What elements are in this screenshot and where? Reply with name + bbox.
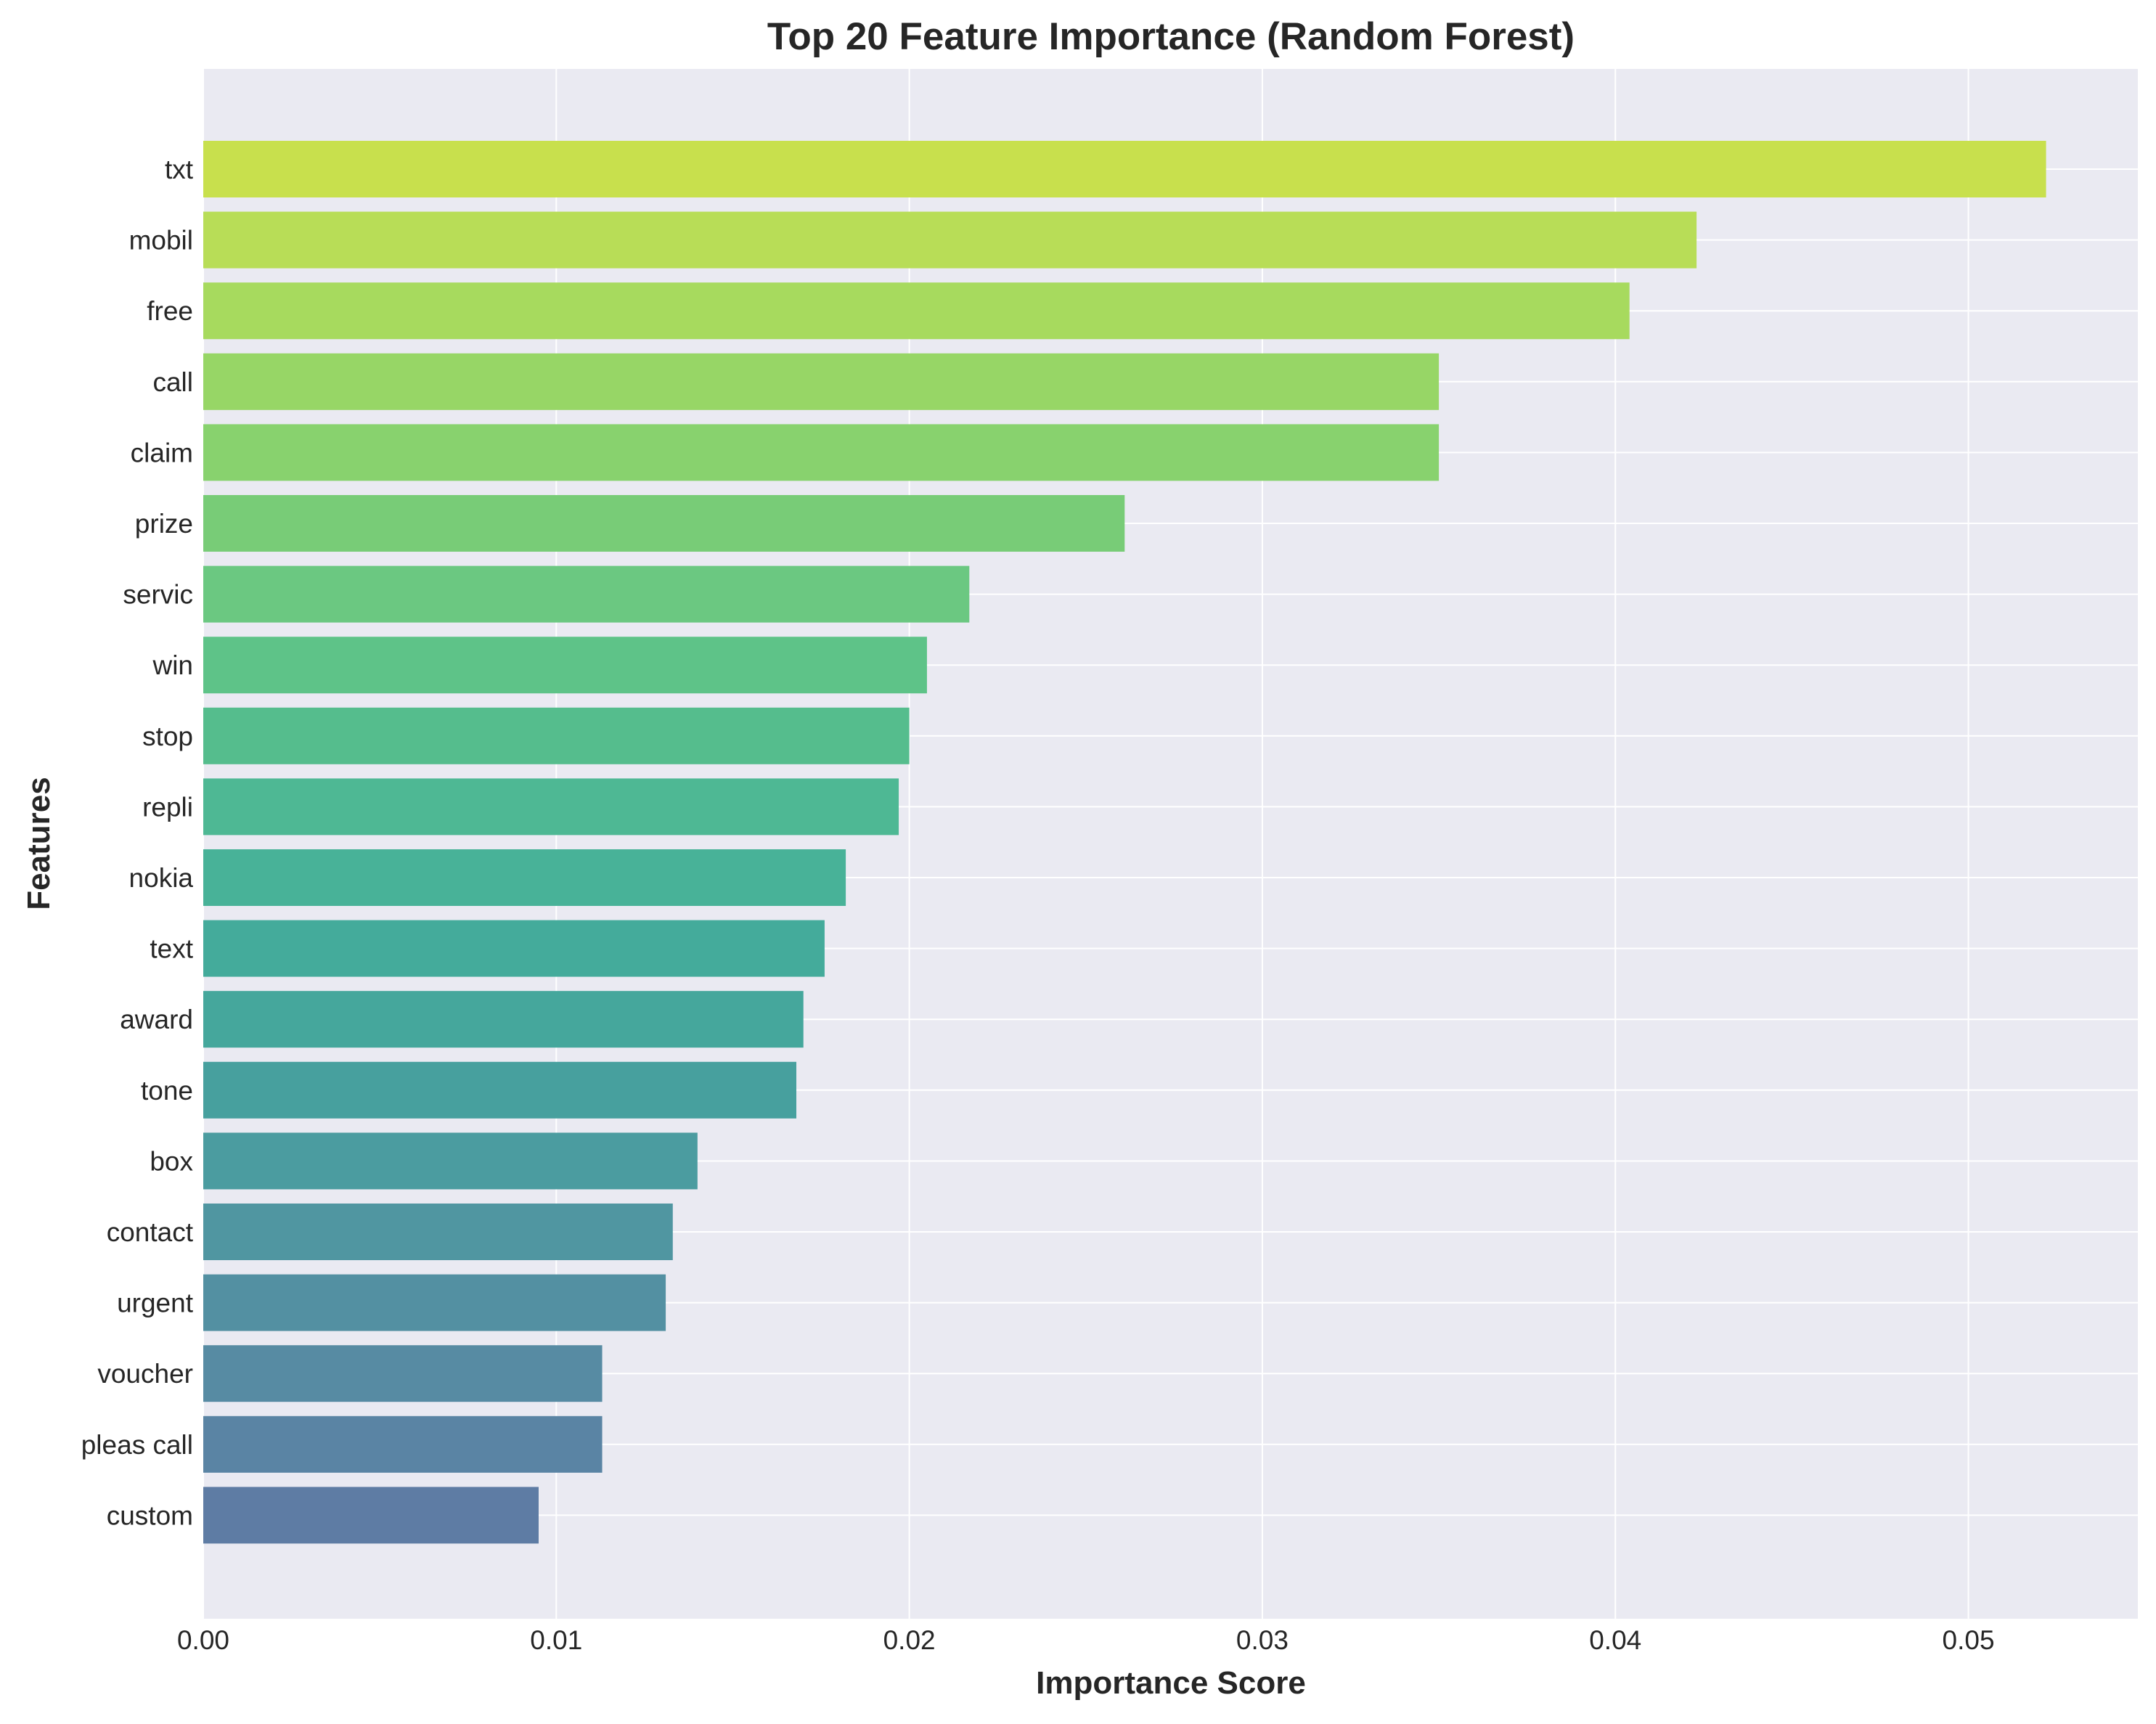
bar-mobil (203, 211, 1697, 269)
bar-repli (203, 778, 899, 836)
y-tick-label: free (147, 296, 193, 326)
y-tick-label: win (152, 650, 193, 680)
bar-call (203, 353, 1440, 410)
bar-nokia (203, 849, 846, 906)
y-tick-label: contact (107, 1217, 194, 1247)
y-tick-label: pleas call (81, 1430, 193, 1460)
bar-text (203, 920, 825, 977)
y-tick-label: award (120, 1005, 193, 1034)
bar-voucher (203, 1345, 603, 1402)
x-tick-label: 0.01 (530, 1625, 582, 1655)
y-tick-label: tone (141, 1076, 193, 1106)
y-tick-label: claim (131, 438, 193, 467)
bar-tone (203, 1061, 797, 1119)
bar-contact (203, 1204, 673, 1260)
bar-custom (203, 1487, 539, 1544)
y-tick-label: mobil (129, 226, 193, 256)
y-tick-label: repli (142, 792, 193, 822)
x-tick-label: 0.00 (177, 1625, 229, 1655)
bar-txt (203, 141, 2046, 197)
bar-award (203, 991, 804, 1048)
bar-urgent (203, 1274, 666, 1331)
x-tick-label: 0.05 (1943, 1625, 1995, 1655)
bar-prize (203, 495, 1125, 552)
x-tick-labels: 0.00 0.01 0.02 0.03 0.04 0.05 (177, 1625, 1995, 1655)
x-tick-label: 0.02 (883, 1625, 936, 1655)
y-tick-label: nokia (129, 863, 194, 893)
y-tick-label: prize (135, 509, 193, 539)
y-tick-label: custom (107, 1500, 193, 1530)
y-axis-label: Features (21, 777, 57, 910)
bar-win (203, 637, 927, 694)
y-tick-label: urgent (117, 1288, 194, 1318)
bars (203, 141, 2046, 1544)
x-tick-label: 0.04 (1589, 1625, 1641, 1655)
y-tick-label: txt (165, 155, 194, 184)
x-tick-label: 0.03 (1236, 1625, 1289, 1655)
y-tick-label: voucher (97, 1359, 193, 1389)
y-tick-label: text (150, 934, 193, 964)
bar-stop (203, 707, 910, 764)
y-tick-label: stop (142, 722, 193, 751)
y-tick-labels: txt mobil free call claim prize servic win stop r… (81, 155, 194, 1530)
y-tick-label: call (152, 367, 193, 397)
x-axis-label: Importance Score (1036, 1665, 1306, 1701)
y-tick-label: box (150, 1146, 193, 1176)
bar-box (203, 1132, 698, 1190)
bar-servic (203, 565, 970, 623)
bar-free (203, 282, 1630, 340)
bar-claim (203, 424, 1440, 481)
chart-title: Top 20 Feature Importance (Random Forest… (767, 15, 1575, 58)
bar-pleas-call (203, 1415, 603, 1473)
y-tick-label: servic (123, 580, 193, 610)
